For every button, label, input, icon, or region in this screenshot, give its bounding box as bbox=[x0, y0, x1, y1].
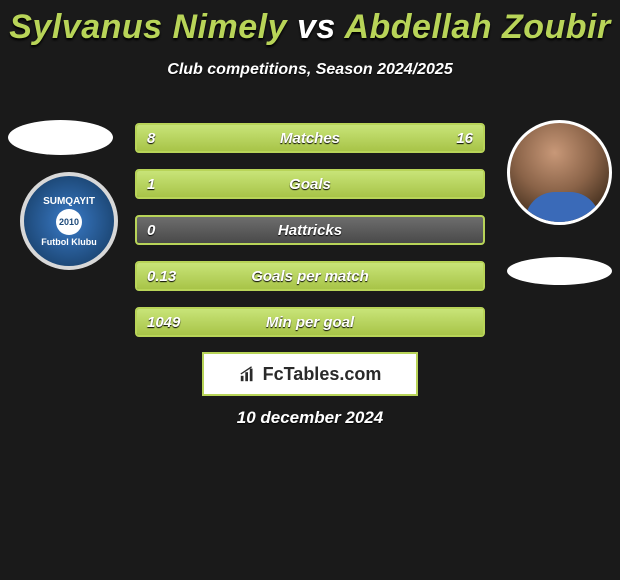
vs-text: vs bbox=[297, 8, 336, 46]
player1-name: Sylvanus Nimely bbox=[9, 8, 287, 46]
bar-value-right: 16 bbox=[456, 130, 473, 147]
club-name-top: SUMQAYIT bbox=[43, 196, 95, 207]
subtitle: Club competitions, Season 2024/2025 bbox=[0, 61, 620, 79]
bar-value-left: 0.13 bbox=[147, 268, 176, 285]
club-name-bottom: Futbol Klubu bbox=[41, 237, 96, 247]
club-year: 2010 bbox=[56, 209, 82, 235]
player2-club-logo-placeholder bbox=[507, 257, 612, 285]
player1-avatar-placeholder bbox=[8, 120, 113, 155]
stat-bar-hattricks: 0 Hattricks bbox=[135, 215, 485, 245]
bar-value-left: 1 bbox=[147, 176, 155, 193]
stats-bars: 8 16 Matches 1 Goals 0 Hattricks 0.13 Goals per … bbox=[135, 123, 485, 353]
bar-label: Goals per match bbox=[251, 268, 369, 285]
bar-label: Matches bbox=[280, 130, 340, 147]
bar-label: Goals bbox=[289, 176, 331, 193]
bar-value-left: 0 bbox=[147, 222, 155, 239]
bar-value-left: 8 bbox=[147, 130, 155, 147]
player1-club-logo: SUMQAYIT 2010 Futbol Klubu bbox=[20, 172, 118, 270]
brand-box: FcTables.com bbox=[202, 352, 418, 396]
comparison-title: Sylvanus Nimely vs Abdellah Zoubir bbox=[0, 0, 620, 47]
stat-bar-min-per-goal: 1049 Min per goal bbox=[135, 307, 485, 337]
player2-avatar bbox=[507, 120, 612, 225]
stat-bar-goals: 1 Goals bbox=[135, 169, 485, 199]
bar-label: Hattricks bbox=[278, 222, 342, 239]
brand-text: FcTables.com bbox=[263, 364, 382, 385]
bar-label: Min per goal bbox=[266, 314, 354, 331]
stat-bar-matches: 8 16 Matches bbox=[135, 123, 485, 153]
stat-bar-goals-per-match: 0.13 Goals per match bbox=[135, 261, 485, 291]
bar-value-left: 1049 bbox=[147, 314, 180, 331]
date-text: 10 december 2024 bbox=[0, 408, 620, 428]
brand-chart-icon bbox=[239, 365, 257, 383]
player2-name: Abdellah Zoubir bbox=[344, 8, 610, 46]
